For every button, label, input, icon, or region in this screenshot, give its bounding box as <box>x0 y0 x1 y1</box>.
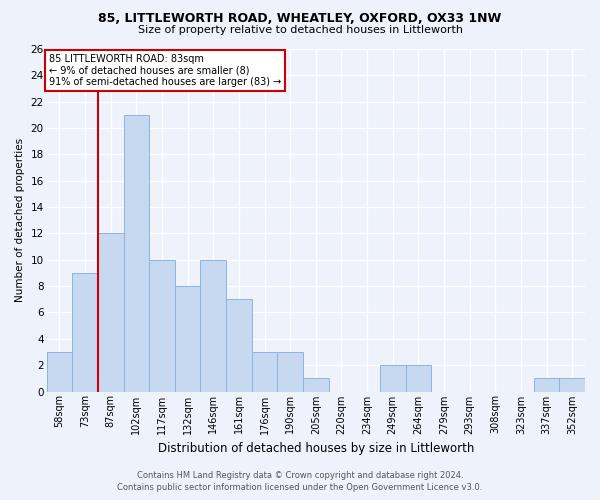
Bar <box>277 352 303 392</box>
Bar <box>200 260 226 392</box>
Bar <box>251 352 277 392</box>
Bar <box>124 115 149 392</box>
Bar <box>72 273 98 392</box>
Bar <box>98 234 124 392</box>
Bar <box>559 378 585 392</box>
Bar <box>175 286 200 392</box>
Bar <box>406 365 431 392</box>
Y-axis label: Number of detached properties: Number of detached properties <box>15 138 25 302</box>
Text: 85 LITTLEWORTH ROAD: 83sqm
← 9% of detached houses are smaller (8)
91% of semi-d: 85 LITTLEWORTH ROAD: 83sqm ← 9% of detac… <box>49 54 281 88</box>
Bar <box>380 365 406 392</box>
Bar <box>534 378 559 392</box>
Text: Contains HM Land Registry data © Crown copyright and database right 2024.
Contai: Contains HM Land Registry data © Crown c… <box>118 471 482 492</box>
Text: 85, LITTLEWORTH ROAD, WHEATLEY, OXFORD, OX33 1NW: 85, LITTLEWORTH ROAD, WHEATLEY, OXFORD, … <box>98 12 502 26</box>
X-axis label: Distribution of detached houses by size in Littleworth: Distribution of detached houses by size … <box>158 442 474 455</box>
Bar <box>149 260 175 392</box>
Bar <box>47 352 72 392</box>
Bar <box>303 378 329 392</box>
Text: Size of property relative to detached houses in Littleworth: Size of property relative to detached ho… <box>137 25 463 35</box>
Bar <box>226 300 251 392</box>
